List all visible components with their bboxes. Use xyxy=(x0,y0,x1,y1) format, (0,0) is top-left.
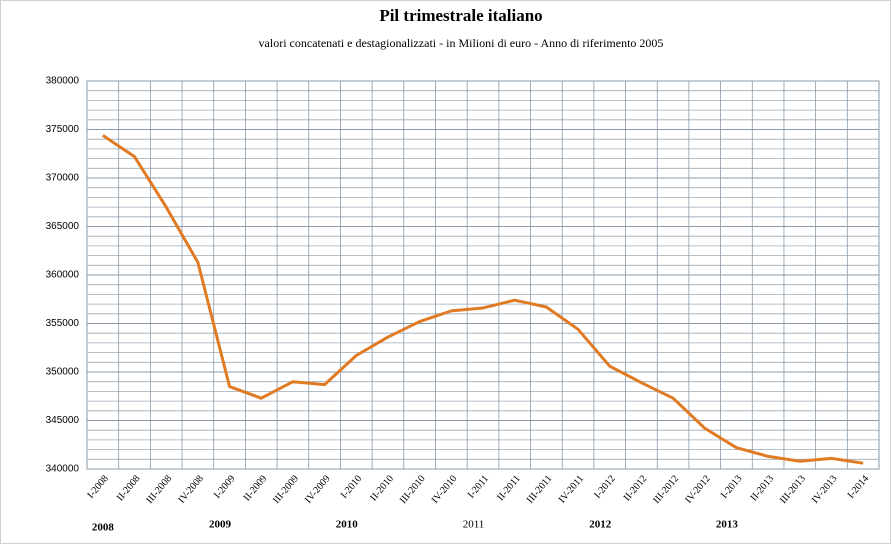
year-label: 2008 xyxy=(92,522,115,534)
chart-title: Pil trimestrale italiano xyxy=(379,6,542,25)
y-tick-label: 355000 xyxy=(46,318,80,329)
data-line xyxy=(102,134,864,465)
year-label: 2013 xyxy=(716,519,739,531)
y-tick-label: 340000 xyxy=(46,464,80,475)
year-label: 2010 xyxy=(336,519,359,531)
y-tick-label: 360000 xyxy=(46,270,80,281)
year-label: 2009 xyxy=(209,519,232,531)
y-tick-label: 345000 xyxy=(46,415,80,426)
y-tick-label: 370000 xyxy=(46,173,80,184)
chart-subtitle: valori concatenati e destagionalizzati -… xyxy=(259,36,664,50)
y-tick-label: 365000 xyxy=(46,221,80,232)
year-label: 2011 xyxy=(463,519,485,531)
y-tick-label: 380000 xyxy=(46,76,80,87)
y-tick-label: 350000 xyxy=(46,367,80,378)
year-label: 2012 xyxy=(589,519,612,531)
y-tick-label: 375000 xyxy=(46,124,80,135)
